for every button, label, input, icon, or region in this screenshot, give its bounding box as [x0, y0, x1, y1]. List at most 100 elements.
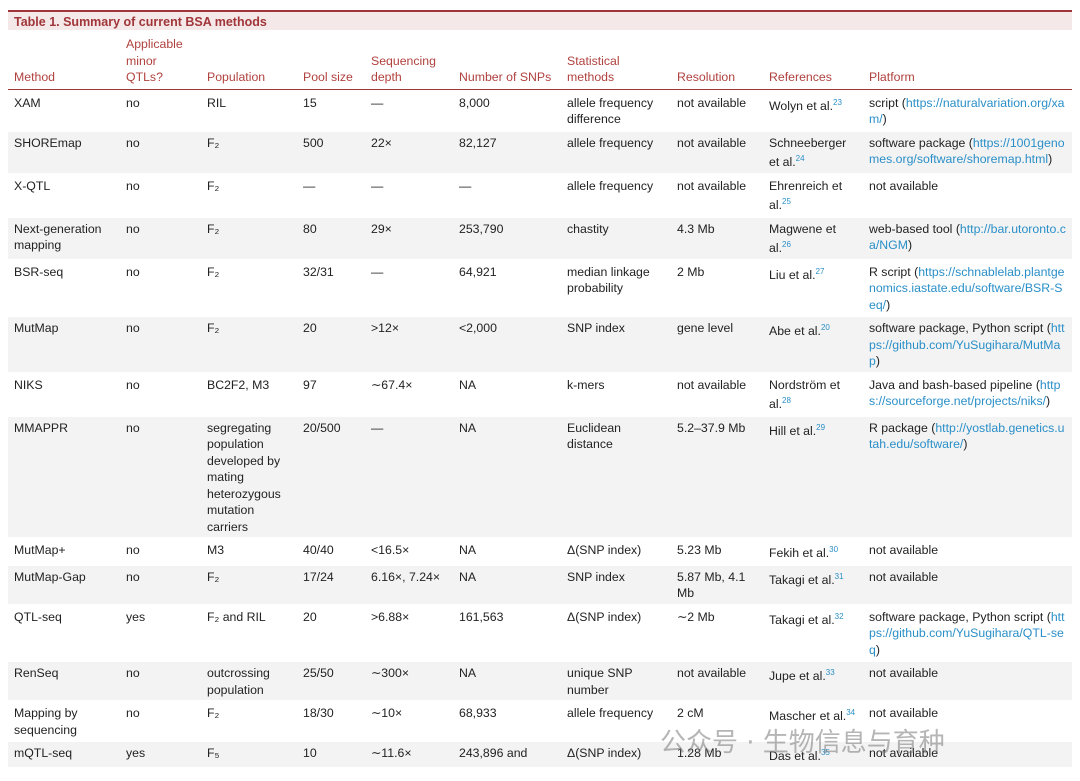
cell-population: M3 — [207, 543, 225, 558]
cell-depth: >12× — [365, 317, 453, 372]
cell-depth: ∼67.4× — [371, 377, 413, 392]
platform-link[interactable]: https://1001genomes.org/software/shorema… — [869, 135, 1065, 167]
cell-resolution: 2 cM — [677, 706, 704, 721]
cell-reference: Abe et al.20 — [763, 317, 863, 372]
cell-minor: no — [120, 317, 201, 372]
cell-pool: 97 — [303, 377, 317, 392]
cell-platform: not available — [863, 565, 1072, 604]
cell-snps: NA — [453, 662, 561, 701]
table-row: XAM no RIL 15 — 8,000 allele frequency differe… — [8, 92, 1072, 130]
cell-resolution: not available — [677, 178, 747, 193]
cell-snps: 8,000 — [459, 95, 490, 110]
platform-link[interactable]: https://schnablelab.plantgenomics.iastat… — [869, 264, 1065, 312]
table-row: X-QTL no F₂ — — — allele frequency not availabl… — [8, 175, 1072, 216]
cell-reference: Takagi et al.32 — [763, 606, 863, 661]
cell-pool: 10 — [297, 742, 365, 768]
reference-number[interactable]: 24 — [795, 154, 805, 163]
platform-link[interactable]: https://naturalvariation.org/xam/ — [869, 95, 1065, 127]
platform-text: not available — [869, 543, 939, 558]
reference-number[interactable]: 33 — [825, 668, 835, 678]
cell-snps: 161,563 — [459, 609, 504, 624]
reference-number[interactable]: 26 — [782, 240, 791, 250]
platform-text: ) — [875, 642, 880, 657]
cell-resolution: not available — [671, 662, 763, 701]
cell-platform: not available — [863, 539, 1072, 564]
reference-number[interactable]: 31 — [834, 571, 844, 581]
cell-population: F₂ — [207, 178, 220, 193]
platform-text: ) — [963, 437, 968, 452]
cell-snps: 68,933 — [459, 706, 497, 721]
cell-pool: 25/50 — [297, 662, 365, 701]
platform-text: software package ( — [869, 135, 973, 150]
platform-link[interactable]: https://sourceforge.net/projects/niks/ — [869, 377, 1061, 409]
reference-number[interactable]: 27 — [815, 266, 825, 276]
platform-text: script ( — [869, 95, 906, 110]
table-title: Table 1. Summary of current BSA methods — [8, 10, 1072, 30]
table-row: MutMap-Gap no F₂ 17/24 6.16×, 7.24× NA SNP ind… — [8, 565, 1072, 604]
cell-minor: no — [126, 178, 140, 193]
platform-link[interactable]: https://github.com/YuSugihara/QTL-seq — [869, 609, 1065, 657]
cell-method: Next-generation mapping — [8, 217, 120, 259]
reference-number[interactable]: 29 — [816, 422, 826, 432]
cell-population: F₂ — [201, 565, 297, 604]
column-header: Sequencing depth — [365, 34, 453, 90]
reference-name: Takagi et al. — [769, 613, 835, 628]
cell-reference: Fekih et al.30 — [763, 539, 863, 564]
reference-number[interactable]: 23 — [833, 97, 842, 107]
cell-population: RIL — [207, 95, 227, 110]
reference-number[interactable]: 34 — [846, 708, 856, 718]
cell-reference: Takagi et al.31 — [763, 565, 863, 604]
cell-reference: Schneeberger et al.24 — [763, 131, 863, 173]
cell-reference: Liu et al.27 — [763, 261, 863, 316]
cell-pool: 17/24 — [297, 565, 365, 604]
cell-resolution: 5.87 Mb, 4.1 Mb — [671, 565, 763, 604]
cell-population: F₂ — [201, 217, 297, 259]
reference-number[interactable]: 25 — [782, 197, 791, 207]
reference-number[interactable]: 35 — [820, 748, 830, 758]
watermark: 公众号 · 生物信息与育种 — [660, 728, 945, 758]
cell-depth: — — [371, 264, 384, 279]
platform-link[interactable]: http://bar.utoronto.ca/NGM — [869, 221, 1066, 253]
cell-snps: 82,127 — [453, 131, 561, 173]
column-header: Applicable minor QTLs? — [120, 34, 201, 90]
cell-method: SHOREmap — [8, 131, 120, 173]
cell-resolution: 4.3 Mb — [671, 217, 763, 259]
cell-minor: no — [126, 264, 140, 279]
cell-minor: no — [126, 95, 140, 110]
cell-resolution: not available — [677, 377, 747, 392]
cell-pool: 32/31 — [303, 264, 334, 279]
cell-reference: Wolyn et al.23 — [763, 92, 863, 130]
cell-snps: NA — [459, 377, 477, 392]
cell-snps: 64,921 — [459, 264, 497, 279]
table-row: MMAPPR no segregating population developed… — [8, 416, 1072, 538]
table-row: mQTL-seq yes F₅ 10 ∼11.6× 243,896 and Δ(SNP in… — [8, 742, 1072, 768]
reference-number[interactable]: 28 — [782, 396, 791, 406]
platform-link[interactable]: http://yostlab.genetics.utah.edu/softwar… — [869, 420, 1065, 452]
table-row: MutMap+ no M3 40/40 <16.5× NA Δ(SNP index) 5.23… — [8, 539, 1072, 564]
cell-method: NIKS — [14, 377, 43, 392]
reference-number[interactable]: 20 — [820, 323, 830, 333]
cell-depth: ∼300× — [365, 662, 453, 701]
cell-method: X-QTL — [14, 178, 51, 193]
cell-snps: NA — [453, 565, 561, 604]
platform-text: ) — [875, 354, 880, 369]
cell-method: RenSeq — [8, 662, 120, 701]
cell-minor: no — [120, 131, 201, 173]
reference-number[interactable]: 30 — [829, 545, 839, 555]
cell-platform: not available — [863, 742, 1072, 768]
cell-population: F₂ — [207, 706, 220, 721]
platform-link[interactable]: https://github.com/YuSugihara/MutMap — [869, 321, 1065, 369]
cell-reference: Magwene et al.26 — [763, 217, 863, 259]
cell-resolution: 5.2–37.9 Mb — [671, 416, 763, 538]
cell-platform: R script (https://schnablelab.plantgenom… — [863, 261, 1072, 316]
cell-population: F₂ — [207, 264, 220, 279]
cell-snps: <2,000 — [453, 317, 561, 372]
reference-name: Liu et al. — [769, 267, 816, 282]
cell-snps: — — [459, 178, 472, 193]
cell-reference: Mascher et al.34 — [763, 702, 863, 740]
column-header: Resolution — [671, 34, 763, 90]
reference-number[interactable]: 32 — [834, 611, 844, 621]
column-header: Number of SNPs — [453, 34, 561, 90]
cell-stat: median linkage probability — [567, 264, 650, 296]
